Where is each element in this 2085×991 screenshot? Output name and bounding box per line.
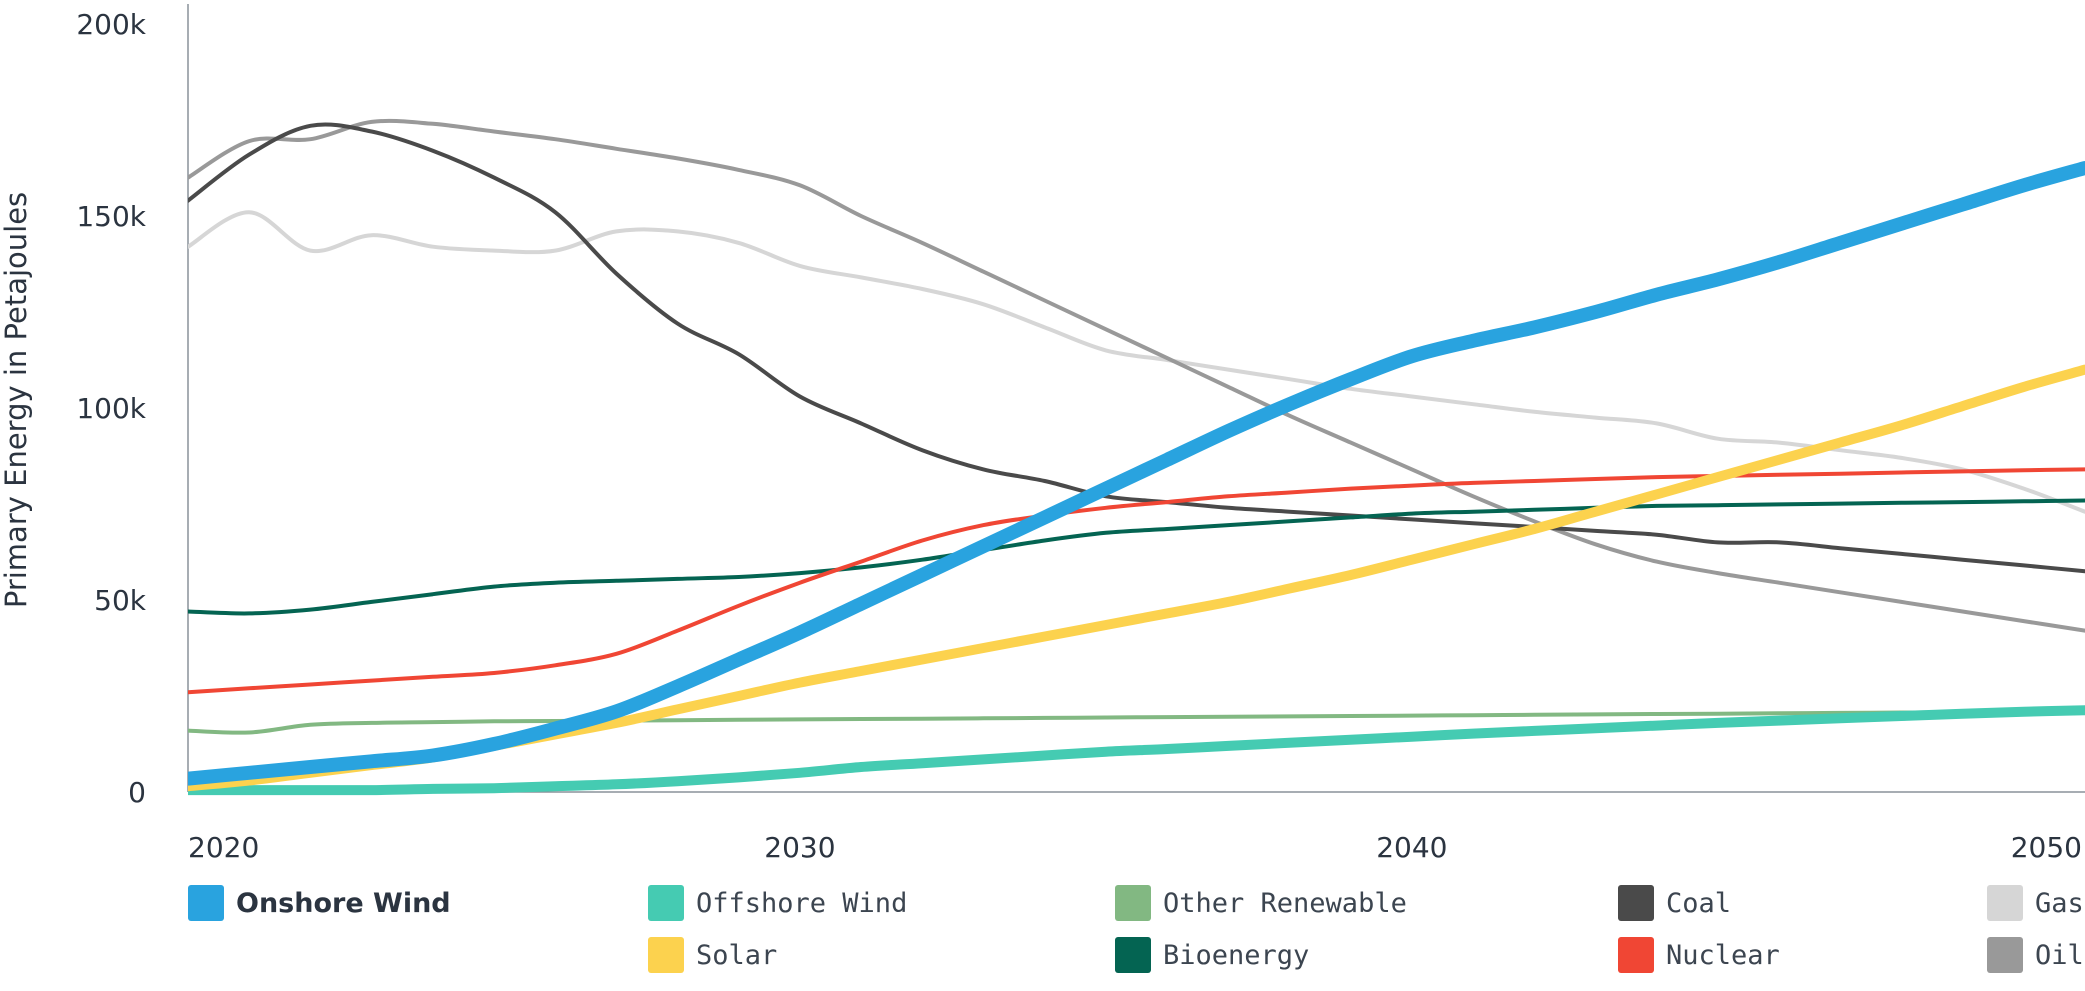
series-line-nuclear[interactable] [188, 467, 2085, 695]
legend-label: Other Renewable [1163, 887, 1407, 919]
x-tick-label: 2040 [1376, 831, 1447, 864]
legend-label: Gas [2035, 887, 2084, 919]
legend-item-coal[interactable]: Coal [1618, 885, 1731, 921]
legend-item-gas[interactable]: Gas [1987, 885, 2084, 921]
legend-swatch [648, 885, 684, 921]
legend-item-onshore-wind[interactable]: Onshore Wind [188, 885, 451, 921]
legend-label: Oil [2035, 939, 2084, 971]
series-line-bioenergy[interactable] [188, 498, 2085, 616]
x-tick-label: 2020 [188, 831, 259, 864]
x-tick-label: 2030 [764, 831, 835, 864]
legend-label: Onshore Wind [236, 887, 451, 919]
legend-item-offshore-wind[interactable]: Offshore Wind [648, 885, 907, 921]
legend-item-nuclear[interactable]: Nuclear [1618, 937, 1780, 973]
legend-label: Coal [1666, 887, 1732, 919]
y-tick-label: 200k [76, 8, 146, 41]
legend-item-bioenergy[interactable]: Bioenergy [1115, 937, 1309, 973]
y-tick-label: 150k [76, 200, 146, 233]
legend-label: Bioenergy [1163, 939, 1310, 971]
series-lines [188, 118, 2085, 796]
series-line-onshore-wind[interactable] [188, 161, 2085, 786]
legend-item-solar[interactable]: Solar [648, 937, 777, 973]
legend-swatch [1618, 937, 1654, 973]
legend-swatch [1987, 885, 2023, 921]
x-tick-label: 2050 [2011, 831, 2082, 864]
legend-swatch [1115, 885, 1151, 921]
series-line-other-renewable[interactable] [188, 709, 2085, 735]
legend-swatch [188, 885, 224, 921]
legend-item-oil[interactable]: Oil [1987, 937, 2084, 973]
series-line-offshore-wind[interactable] [188, 705, 2085, 796]
series-line-oil[interactable] [188, 118, 2085, 633]
y-tick-label: 100k [76, 392, 146, 425]
legend-label: Offshore Wind [696, 887, 908, 919]
y-tick-label: 0 [128, 776, 146, 809]
legend-swatch [1987, 937, 2023, 973]
legend-label: Solar [696, 939, 778, 971]
y-tick-label: 50k [94, 584, 147, 617]
legend-swatch [648, 937, 684, 973]
legend-swatch [1618, 885, 1654, 921]
tick-labels: 0 50k 100k 150k 200k 2020 2030 2040 2050 [76, 8, 2082, 864]
series-line-gas[interactable] [188, 210, 2085, 514]
legend-item-other-renewable[interactable]: Other Renewable [1115, 885, 1407, 921]
legend-label: Nuclear [1666, 939, 1780, 971]
legend-swatch [1115, 937, 1151, 973]
